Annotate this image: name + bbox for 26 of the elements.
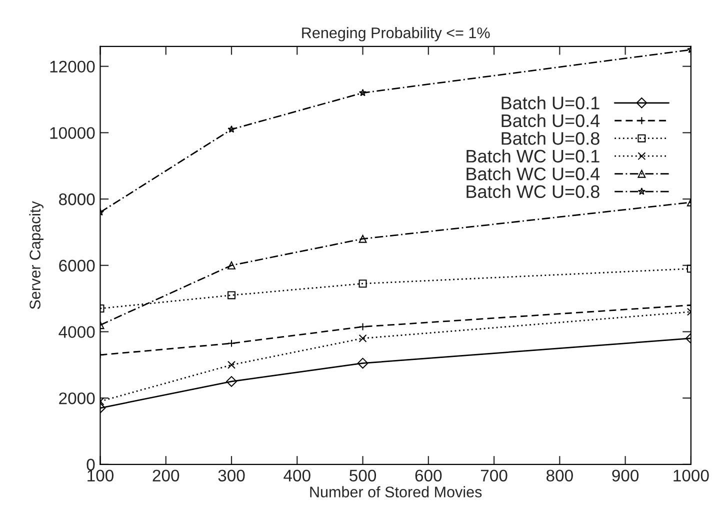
x-tick-label: 100 [88, 470, 114, 482]
y-tick-label: 2000 [59, 392, 95, 404]
x-tick-label: 800 [546, 470, 573, 482]
legend-label: Batch WC U=0.1 [466, 149, 600, 163]
x-tick-label: 500 [350, 470, 376, 482]
legend-label: Batch U=0.8 [502, 132, 600, 145]
y-tick-label: 4000 [58, 326, 95, 338]
y-tick-label: 6000 [59, 260, 95, 272]
legend-label: Batch WC U=0.8 [466, 184, 600, 198]
y-tick-label: 8000 [59, 193, 95, 206]
y-axis-title: Server Capacity [29, 201, 44, 310]
x-tick-label: 300 [218, 470, 245, 482]
x-tick-label: 200 [152, 470, 180, 482]
x-axis-title: Number of Stored Movies [310, 486, 482, 498]
y-tick-label: 0 [86, 458, 95, 471]
x-tick-label: 1000 [674, 470, 709, 482]
x-tick-label: 400 [284, 470, 310, 482]
x-tick-label: 900 [612, 470, 639, 482]
y-tick-label: 12000 [50, 60, 95, 73]
legend-label: Batch U=0.1 [502, 96, 600, 110]
legend-label: Batch U=0.4 [502, 114, 600, 128]
x-tick-label: 700 [480, 470, 508, 482]
y-tick-label: 10000 [50, 127, 95, 139]
legend-label: Batch WC U=0.4 [466, 167, 600, 180]
x-tick-label: 600 [415, 470, 442, 482]
chart-title: Reneging Probability <= 1% [302, 27, 490, 42]
